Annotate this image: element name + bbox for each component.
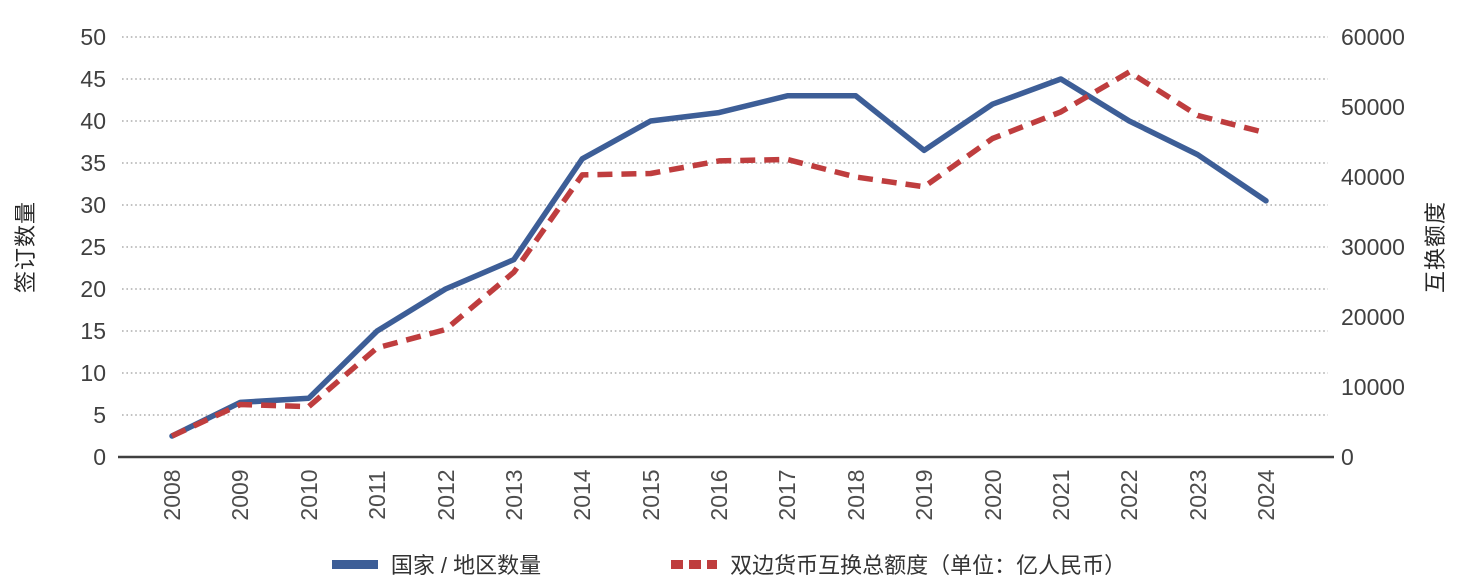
left-axis-tick: 50 (80, 24, 106, 50)
right-axis-tick: 50000 (1341, 94, 1405, 120)
left-axis-tick: 0 (93, 444, 106, 470)
left-axis-tick: 10 (80, 360, 106, 386)
legend: 国家 / 地区数量 双边货币互换总额度（单位：亿人民币） (0, 548, 1458, 580)
left-axis-tick: 30 (80, 192, 106, 218)
x-axis-tick: 2022 (1116, 469, 1143, 521)
right-axis-tick: 30000 (1341, 234, 1405, 260)
x-axis-tick: 2014 (569, 469, 596, 521)
right-axis-tick: 60000 (1341, 24, 1405, 50)
left-axis-tick: 15 (80, 318, 106, 344)
x-axis-tick: 2021 (1047, 469, 1074, 521)
left-axis-title: 签订数量 (13, 200, 38, 294)
x-axis-tick: 2013 (500, 469, 527, 521)
legend-item-0: 国家 / 地区数量 (331, 548, 542, 580)
x-axis-tick: 2018 (842, 469, 869, 521)
x-axis-tick: 2016 (706, 469, 732, 521)
left-axis-tick: 45 (80, 66, 106, 92)
left-axis-tick: 20 (80, 276, 106, 302)
x-axis-tick: 2010 (295, 469, 322, 521)
legend-item-1: 双边货币互换总额度（单位：亿人民币） (671, 548, 1126, 580)
legend-label-0: 国家 / 地区数量 (390, 553, 542, 578)
x-axis-tick: 2019 (911, 469, 938, 521)
left-axis-tick: 25 (80, 234, 106, 260)
legend-dashed-line-swatch (671, 559, 718, 569)
left-axis-tick: 40 (80, 108, 106, 134)
x-axis-tick: 2009 (227, 469, 254, 521)
series-line-1 (170, 69, 1267, 439)
x-axis-tick: 2023 (1184, 469, 1211, 521)
legend-label-1: 双边货币互换总额度（单位：亿人民币） (730, 553, 1127, 578)
x-axis-tick: 2024 (1253, 469, 1279, 521)
right-axis-title: 互换额度 (1423, 200, 1448, 294)
x-axis-tick: 2008 (159, 469, 185, 521)
left-axis-tick: 35 (80, 150, 106, 176)
left-axis-tick: 5 (93, 402, 106, 428)
x-axis-tick: 2020 (979, 469, 1006, 521)
x-axis-tick: 2012 (432, 469, 459, 521)
right-axis-tick: 40000 (1341, 164, 1405, 190)
x-axis-tick: 2015 (637, 469, 664, 521)
x-axis-tick: 2011 (364, 470, 391, 520)
legend-solid-line-swatch (331, 559, 378, 569)
x-axis-tick: 2017 (774, 469, 801, 521)
right-axis-tick: 20000 (1341, 304, 1405, 330)
right-axis-tick: 10000 (1341, 374, 1405, 400)
right-axis-tick: 0 (1341, 444, 1354, 470)
series-line-0 (169, 76, 1269, 439)
